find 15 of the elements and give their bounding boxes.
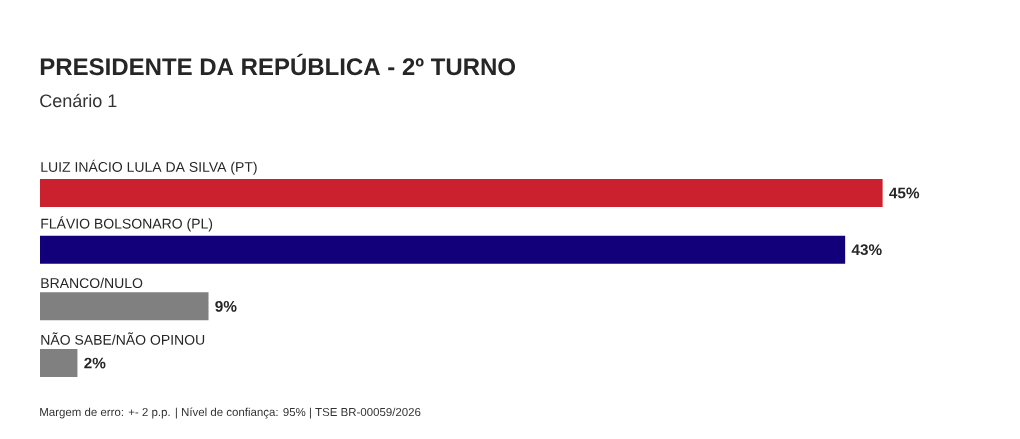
bar — [40, 235, 846, 264]
y-tick-label: NÃO SABE/NÃO OPINOU — [41, 332, 205, 345]
data-label: 9% — [215, 300, 237, 312]
data-label: 43% — [851, 244, 882, 256]
chart-title: PRESIDENTE DA REPÚBLICA - 2º TURNO — [40, 53, 516, 76]
chart-subtitle: Cenário 1 — [40, 93, 117, 108]
bar — [40, 349, 78, 378]
data-label: 2% — [84, 357, 106, 369]
bar — [40, 292, 209, 321]
y-tick-label: FLÁVIO BOLSONARO (PL) — [41, 216, 213, 232]
text: Margem de erro: +- 2 p.p. | Nível de confiança: 95% | TSE BR-00059/2026 — [40, 407, 421, 419]
y-tick-label: BRANCO/NULO — [41, 277, 143, 289]
y-tick-label: LUIZ INÁCIO LULA DA SILVA (PT) — [41, 159, 257, 175]
data-label: 45% — [889, 187, 920, 199]
bar — [40, 178, 883, 207]
